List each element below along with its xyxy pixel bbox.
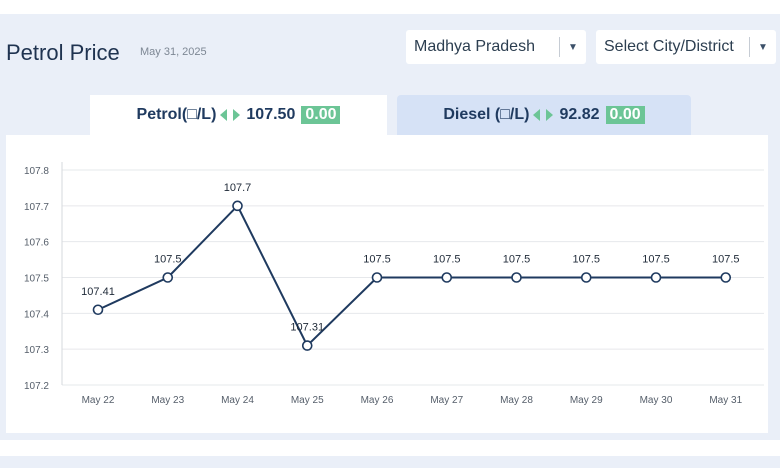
page-title: Petrol Price (6, 40, 120, 65)
data-label: 107.5 (642, 254, 670, 266)
state-select[interactable]: Madhya Pradesh ▼ (406, 30, 586, 64)
y-tick-label: 107.3 (24, 345, 49, 356)
data-point (92, 304, 104, 316)
y-tick-label: 107.6 (24, 238, 49, 249)
x-tick-label: May 28 (500, 395, 533, 406)
x-tick-label: May 22 (82, 395, 115, 406)
data-label: 107.41 (81, 286, 115, 298)
x-tick-label: May 30 (640, 395, 673, 406)
data-label: 107.5 (433, 254, 461, 266)
data-point (441, 272, 453, 283)
data-point (162, 272, 174, 283)
city-select[interactable]: Select City/District ▼ (596, 30, 776, 64)
tab-petrol-label: Petrol(□/L) (136, 106, 217, 123)
next-section (0, 456, 780, 468)
y-tick-label: 107.2 (24, 381, 49, 392)
y-tick-label: 107.5 (24, 274, 49, 285)
tab-petrol-price: 107.50 (246, 106, 296, 123)
city-select-value: Select City/District (604, 38, 734, 55)
data-point (371, 272, 383, 283)
y-tick-label: 107.8 (24, 166, 49, 177)
tab-diesel-change-badge: 0.00 (605, 106, 645, 124)
x-tick-label: May 31 (709, 395, 742, 406)
x-tick-label: May 25 (291, 395, 324, 406)
data-label: 107.5 (712, 254, 740, 266)
tab-petrol[interactable]: Petrol(□/L) 107.50 0.00 (90, 95, 387, 135)
price-date: May 31, 2025 (140, 46, 207, 58)
price-line-chart: 107.2 107.3 107.4 107.5 107.6 107.7 107.8 May 2… (24, 162, 764, 406)
data-point (650, 272, 662, 283)
data-point (301, 340, 313, 351)
x-tick-label: May 29 (570, 395, 603, 406)
state-select-value: Madhya Pradesh (414, 38, 535, 55)
data-point (511, 272, 522, 283)
x-tick-label: May 26 (361, 395, 394, 406)
data-point (720, 272, 732, 283)
data-label: 107.5 (572, 254, 600, 266)
select-divider (749, 37, 750, 57)
x-tick-label: May 27 (430, 395, 463, 406)
series-line (97, 204, 726, 348)
x-tick-label: May 24 (221, 395, 254, 406)
y-tick-label: 107.7 (24, 202, 49, 213)
data-label: 107.5 (363, 254, 391, 266)
price-change-arrows-icon (220, 109, 241, 121)
x-tick-label: May 23 (151, 395, 184, 406)
price-chart-container: 107.2 107.3 107.4 107.5 107.6 107.7 107.8 May 2… (6, 135, 768, 433)
data-label: 107.5 (154, 254, 182, 266)
tab-petrol-change-badge: 0.00 (301, 106, 341, 124)
chevron-down-icon[interactable]: ▼ (758, 41, 768, 53)
data-point (580, 272, 592, 283)
tab-diesel-price: 92.82 (559, 106, 600, 123)
data-point (232, 200, 243, 212)
price-change-arrows-icon (533, 109, 554, 121)
y-tick-label: 107.4 (24, 309, 49, 320)
select-divider (559, 37, 560, 57)
data-label: 107.7 (224, 182, 252, 194)
chevron-down-icon[interactable]: ▼ (568, 41, 578, 53)
data-label: 107.5 (503, 254, 531, 266)
tab-diesel[interactable]: Diesel (□/L) 92.82 0.00 (397, 95, 691, 135)
data-label: 107.31 (290, 322, 324, 334)
tab-diesel-label: Diesel (□/L) (443, 106, 530, 123)
